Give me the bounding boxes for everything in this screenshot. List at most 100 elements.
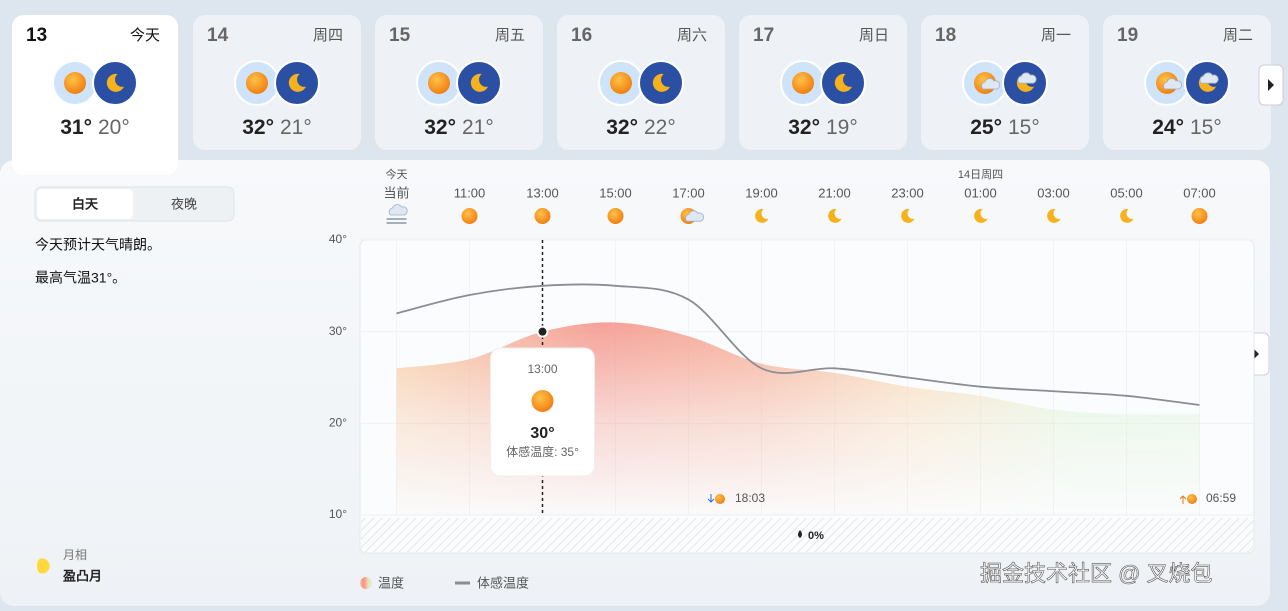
day-weekday: 周一 [1041, 27, 1071, 44]
moon-icon [470, 73, 488, 92]
sun-icon [610, 72, 632, 94]
x-tick-label: 21:00 [818, 185, 851, 200]
sunset: 18:03 [735, 491, 765, 505]
sun-icon [1187, 494, 1197, 504]
moon-icon [828, 208, 842, 223]
day-weekday: 今天 [130, 27, 160, 44]
day-weekday: 周五 [495, 27, 525, 44]
high-temp: 32° [424, 116, 456, 139]
feels-line [396, 283, 1200, 406]
up-arrow [1179, 495, 1187, 504]
day-date: 15 [389, 25, 411, 46]
high-temp: 31° [60, 116, 92, 139]
high-temp: 32° [788, 116, 820, 139]
moon-icon [834, 73, 852, 92]
high-temp: 32° [242, 116, 274, 139]
y-tick-label: 20° [329, 416, 347, 430]
sun-icon [428, 72, 450, 94]
high-temp: 25° [970, 116, 1002, 139]
tab-active[interactable] [37, 189, 133, 219]
summary: 最高气温31°。 [35, 270, 126, 286]
fog-lines [386, 218, 407, 224]
moon-icon [1120, 208, 1134, 223]
tab[interactable]: 夜晚 [171, 196, 197, 211]
sun-icon [461, 208, 478, 224]
sun-icon [715, 494, 725, 504]
x-tick-label: 23:00 [891, 185, 924, 200]
sun-icon [534, 208, 551, 224]
x-tick-label: 01:00 [964, 185, 997, 200]
x-tick-label: 11:00 [454, 185, 486, 200]
down-arrow [707, 494, 715, 503]
tooltip-feels: 体感温度: 35° [506, 444, 579, 459]
sun-icon [1191, 208, 1208, 224]
day-weekday: 周六 [677, 27, 707, 44]
summary: 今天预计天气晴朗。 [35, 237, 161, 253]
moon-phase: 盈凸月 [62, 568, 102, 583]
precip-strip [361, 518, 1253, 552]
day-temps: 32° 22° [606, 116, 676, 139]
high-temp: 24° [1152, 116, 1184, 139]
day-temps: 31° 20° [60, 116, 130, 139]
day-temps: 24° 15° [1152, 116, 1222, 139]
x-tick-label: 03:00 [1037, 185, 1070, 200]
x-tick-label: 07:00 [1183, 185, 1216, 200]
low-temp: 19° [826, 116, 858, 139]
legend-label: 温度 [378, 575, 404, 590]
arrow-icon [1268, 79, 1274, 91]
day-date: 19 [1117, 25, 1138, 46]
moon-icon [1047, 208, 1061, 223]
moon-icon [901, 208, 915, 223]
moon-title: 月相 [63, 548, 87, 562]
cursor-dot [536, 325, 549, 338]
moon-icon [652, 73, 670, 92]
moon-icon [288, 73, 306, 92]
low-temp: 22° [644, 116, 676, 139]
y-tick-label: 10° [329, 507, 347, 521]
date-label: 今天 [386, 167, 408, 181]
moon-icon [755, 208, 769, 223]
day-date: 14 [207, 25, 229, 46]
sunrise: 06:59 [1206, 491, 1236, 505]
low-temp: 15° [1190, 116, 1222, 139]
day-weekday: 周日 [859, 27, 889, 44]
low-temp: 21° [280, 116, 312, 139]
day-weekday: 周四 [313, 27, 343, 44]
day-card[interactable] [12, 15, 178, 175]
cloud-icon [388, 204, 408, 216]
y-tick-label: 30° [329, 324, 347, 338]
cloud-icon [981, 78, 1001, 90]
high-temp: 32° [606, 116, 638, 139]
sun-icon [607, 208, 624, 224]
low-temp: 20° [98, 116, 130, 139]
x-tick-label: 17:00 [672, 185, 705, 200]
low-temp: 21° [462, 116, 494, 139]
tooltip-time: 13:00 [527, 362, 557, 376]
day-temps: 32° 21° [242, 116, 312, 139]
watermark: 掘金技术社区 @ 叉烧包 [980, 561, 1213, 586]
x-tick-label: 19:00 [745, 185, 778, 200]
x-tick-label: 05:00 [1110, 185, 1143, 200]
temp-area [396, 322, 1200, 515]
day-date: 17 [753, 25, 774, 46]
cloud-icon [685, 210, 705, 222]
day-date: 13 [26, 25, 47, 46]
legend-label: 体感温度 [477, 575, 529, 590]
moon-shadow [34, 558, 42, 574]
day-temps: 32° 21° [424, 116, 494, 139]
day-temps: 25° 15° [970, 116, 1040, 139]
low-temp: 15° [1008, 116, 1040, 139]
x-tick-label: 当前 [383, 185, 409, 200]
day-date: 18 [935, 25, 956, 46]
day-temps: 32° 19° [788, 116, 858, 139]
tooltip-temp: 30° [530, 425, 554, 442]
day-date: 16 [571, 25, 592, 46]
day-weekday: 周二 [1223, 27, 1253, 44]
x-tick-label: 15:00 [599, 185, 632, 200]
cloud-icon [1199, 72, 1219, 84]
cloud-icon [1017, 72, 1037, 84]
x-tick-label: 13:00 [526, 185, 559, 200]
tab[interactable]: 白天 [72, 196, 99, 211]
